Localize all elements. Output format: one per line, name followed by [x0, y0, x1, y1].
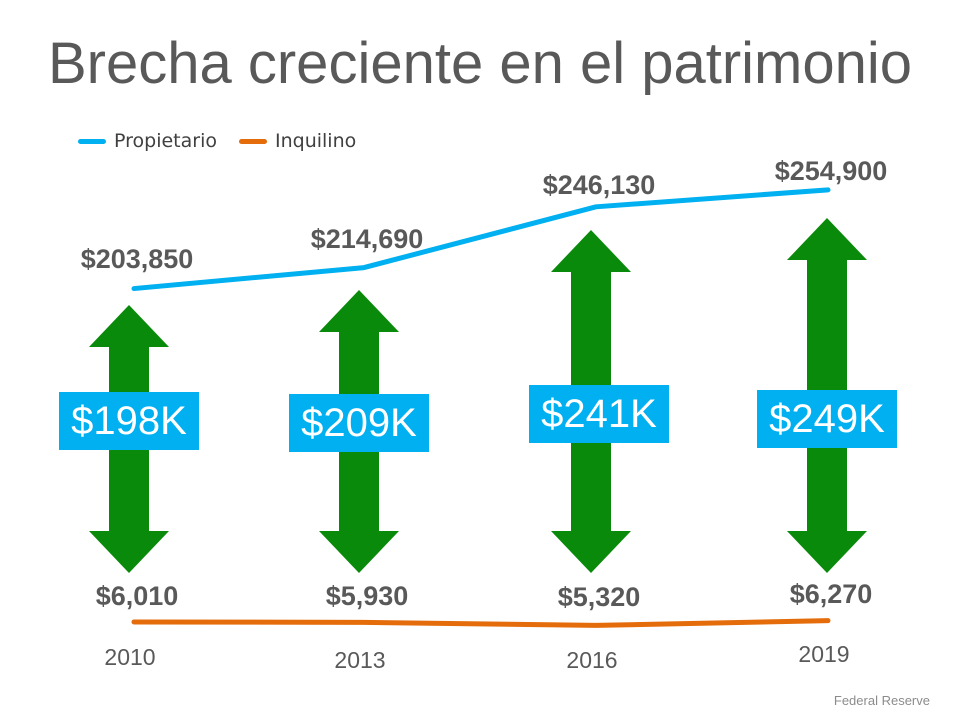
owner-value-label-2010: $203,850	[81, 244, 194, 274]
owner-series-line	[131, 187, 831, 292]
gap-box-2010	[59, 392, 199, 450]
x-tick-label-2019: 2019	[798, 641, 849, 667]
x-tick-label-2013: 2013	[334, 647, 385, 673]
legend-label-renter: Inquilino	[274, 130, 357, 152]
renter-value-label-2019: $6,270	[790, 579, 873, 609]
owner-value-label-2016: $246,130	[543, 170, 656, 200]
chart-title: Brecha creciente en el patrimonio	[47, 31, 913, 96]
renter-series-line	[131, 618, 831, 628]
renter-value-label-2010: $6,010	[96, 581, 179, 611]
legend: Propietario Inquilino	[78, 130, 378, 152]
legend-swatch-owner	[78, 138, 106, 144]
owner-value-label-2013: $214,690	[311, 224, 424, 254]
gap-label-2010: $198K	[71, 399, 187, 443]
gap-box-2013	[289, 394, 429, 452]
legend-label-owner: Propietario	[114, 130, 217, 152]
gap-box-2019	[757, 390, 897, 448]
renter-value-label-2016: $5,320	[558, 582, 641, 612]
legend-swatch-renter	[238, 138, 267, 144]
gap-label-2013: $209K	[301, 401, 417, 445]
owner-value-label-2019: $254,900	[775, 156, 888, 186]
gap-label-2016: $241K	[541, 392, 657, 436]
renter-value-label-2013: $5,930	[326, 581, 409, 611]
legend-item-renter: Inquilino	[238, 130, 357, 152]
gap-box-2016	[529, 385, 669, 443]
legend-item-owner: Propietario	[78, 130, 217, 152]
gap-label-2019: $249K	[769, 397, 885, 441]
source-note: Federal Reserve	[833, 693, 930, 708]
x-tick-label-2016: 2016	[566, 647, 617, 673]
x-tick-label-2010: 2010	[104, 644, 155, 670]
